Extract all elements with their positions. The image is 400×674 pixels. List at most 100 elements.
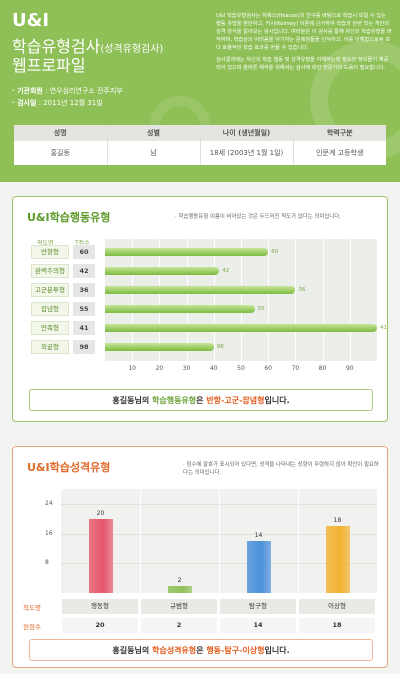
scale-name-4: 만족형 <box>31 321 69 335</box>
bar-value-2: 36 <box>298 287 306 293</box>
page-subtitle: 웹프로파일 <box>12 56 86 75</box>
col-t-score: T점수 <box>75 240 90 247</box>
header-education: 학력구분 <box>292 125 386 141</box>
bar-value-4: 41 <box>380 325 387 331</box>
bar-value-3: 18 <box>333 517 342 525</box>
value-name: 홍길동 <box>14 141 107 165</box>
x-gridline <box>349 239 351 361</box>
x-gridline <box>322 239 324 361</box>
bar-3 <box>325 526 350 593</box>
personality-section: U&I학습성격유형 · 점수에 괄호가 표시되어 있다면, 성격을 나타내는 성… <box>12 446 388 668</box>
meta-institution: · 기관회원 : 연우심리연구소 전주지부 <box>12 86 123 96</box>
result-prefix: 홍길동님의 <box>112 396 152 405</box>
t-score-0: 60 <box>73 245 95 259</box>
x-gridline <box>159 239 161 361</box>
col-scale-name: 척도명 <box>37 240 54 247</box>
header-age: 나이 (생년월일) <box>199 125 293 141</box>
scale-name-1: 규범형 <box>141 599 217 614</box>
meta-label: · 검사일 <box>12 99 37 107</box>
x-gridline <box>241 239 242 361</box>
result-mid: 은 <box>196 396 207 405</box>
bar-value-1: 2 <box>177 576 182 584</box>
bar-value-0: 60 <box>271 249 279 255</box>
scale-name-0: 반항형 <box>31 245 69 259</box>
y-tick-label: 24 <box>45 499 53 507</box>
x-tick-label: 60 <box>264 365 273 372</box>
behavior-result: 홍길동님의 학습행동유형은 반항-고군-잡념형입니다. <box>29 389 373 411</box>
scale-name-0: 행동형 <box>62 599 138 614</box>
x-gridline <box>213 239 215 361</box>
bar-value-0: 20 <box>96 509 105 517</box>
value-education: 인문계 고등학생 <box>292 141 386 165</box>
brand-logo: U&I <box>12 10 50 31</box>
x-tick-label: 70 <box>291 365 300 372</box>
personality-title: U&I학습성격유형 <box>27 461 111 474</box>
x-gridline <box>268 239 270 361</box>
result-key: 학습행동유형 <box>151 396 197 405</box>
row-label-scale: 척도명 <box>23 604 41 612</box>
raw-score-2: 14 <box>220 618 296 633</box>
profile-header-row: 성명 성별 나이 (생년월일) 학력구분 <box>14 125 386 141</box>
bar-3 <box>105 305 255 313</box>
x-tick-label: 10 <box>128 365 137 372</box>
header-name: 성명 <box>14 125 107 141</box>
y-tick-label: 8 <box>45 559 49 567</box>
scale-name-2: 탐구형 <box>220 599 296 614</box>
bar-2 <box>246 541 271 593</box>
x-tick-label: 80 <box>318 365 327 372</box>
personality-note: · 점수에 괄호가 표시되어 있다면, 성격을 나타내는 성향이 뚜렷하지 않아… <box>183 462 379 477</box>
x-gridline <box>186 239 188 361</box>
intro-paragraph: 검사결과에는 자신의 학습 행동 및 성격유형을 이해하는데 필요한 정보들이 … <box>216 57 389 72</box>
bar-2 <box>105 286 296 294</box>
behavior-section: U&I학습행동유형 · 학습행동유형 이름이 비어있는 것은 두드러진 척도가 … <box>12 196 388 422</box>
scale-name-1: 완벽주의형 <box>31 264 69 278</box>
result-suffix: 입니다. <box>264 396 290 405</box>
title-sub: (성격유형검사) <box>100 44 164 55</box>
header-gender: 성별 <box>106 125 200 141</box>
behavior-note: · 학습행동유형 이름이 비어있는 것은 두드러진 척도가 없다는 의미입니다. <box>175 214 341 220</box>
meta-test-date: · 검사일 : 2011년 12월 31일 <box>12 98 103 108</box>
raw-score-3: 18 <box>299 618 375 633</box>
profile-table: 성명 성별 나이 (생년월일) 학력구분 홍길동 남 18세 (2003년 1월… <box>14 125 386 165</box>
result-value: 반항-고군-잡념형 <box>206 396 265 405</box>
bar-0 <box>88 518 113 593</box>
t-score-1: 42 <box>73 264 95 278</box>
title-main: 학습유형검사 <box>12 37 101 56</box>
bar-value-5: 98 <box>216 344 224 350</box>
t-score-4: 41 <box>73 321 95 335</box>
result-mid: 은 <box>196 646 207 655</box>
x-gridline <box>140 489 141 593</box>
personality-chart: 20 2 14 18 <box>61 489 377 593</box>
x-gridline <box>298 489 299 593</box>
result-key: 학습성격유형 <box>151 646 197 655</box>
bar-5 <box>105 343 214 351</box>
scale-name-3: 잡념형 <box>31 302 69 316</box>
behavior-chart: 60 42 36 55 41 98 <box>105 239 387 361</box>
value-gender: 남 <box>106 141 200 165</box>
scale-name-3: 이상형 <box>299 599 375 614</box>
behavior-title: U&I학습행동유형 <box>27 211 111 224</box>
profile-value-row: 홍길동 남 18세 (2003년 1월 1일) 인문계 고등학생 <box>14 141 386 165</box>
scale-name-2: 고군분투형 <box>31 283 69 297</box>
bar-1 <box>105 267 220 275</box>
x-tick-label: 20 <box>155 365 164 372</box>
page-title: 학습유형검사(성격유형검사) <box>12 33 163 57</box>
x-gridline <box>132 239 134 361</box>
raw-score-1: 2 <box>141 618 217 633</box>
result-suffix: 입니다. <box>264 646 290 655</box>
result-value: 행동-탐구-이상형 <box>206 646 265 655</box>
bar-value-2: 14 <box>254 532 263 539</box>
x-tick-label: 30 <box>182 365 191 372</box>
header-banner: U&I 학습유형검사(성격유형검사) 웹프로파일 · 기관회원 : 연우심리연구… <box>0 0 400 182</box>
x-tick-label: 90 <box>345 365 354 372</box>
x-gridline <box>219 489 220 593</box>
bar-1 <box>167 585 192 593</box>
meta-value: : 연우심리연구소 전주지부 <box>42 87 123 95</box>
t-score-5: 98 <box>73 340 95 354</box>
t-score-3: 55 <box>73 302 95 316</box>
scale-name-5: 외곬형 <box>31 340 69 354</box>
value-age: 18세 (2003년 1월 1일) <box>199 141 293 165</box>
raw-score-0: 20 <box>62 618 138 633</box>
y-tick-label: 16 <box>45 529 53 537</box>
x-gridline <box>295 239 297 361</box>
